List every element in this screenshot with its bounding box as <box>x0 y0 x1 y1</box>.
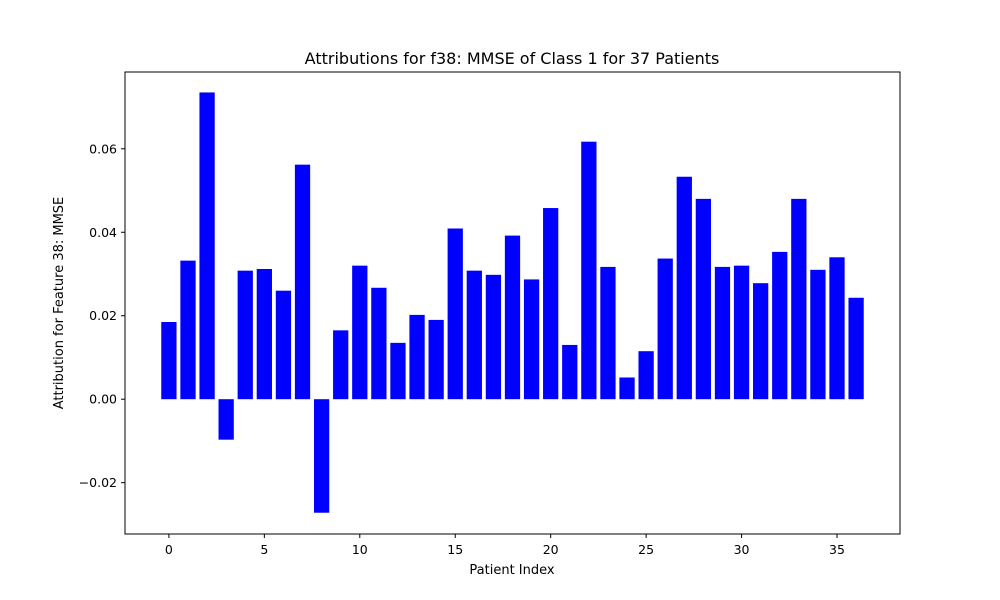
bar-patient-29 <box>714 266 731 400</box>
bar-patient-21 <box>562 344 578 400</box>
y-tick-label: 0.00 <box>89 392 117 407</box>
plot-frame <box>124 71 901 535</box>
bar-patient-1 <box>180 260 196 400</box>
y-tick-label: 0.06 <box>89 141 117 156</box>
y-tick-label: 0.02 <box>89 308 117 323</box>
x-tick-label: 20 <box>543 542 559 557</box>
bar-patient-24 <box>619 377 635 400</box>
y-tick-label: 0.04 <box>89 225 117 240</box>
x-axis-ticks: 0 5 10 15 20 25 30 35 <box>165 534 845 557</box>
y-axis-label: Attribution for Feature 38: MMSE <box>52 197 67 410</box>
bar-patient-32 <box>772 251 788 400</box>
bar-patient-31 <box>753 283 769 400</box>
bar-patient-33 <box>791 198 807 400</box>
bar-patient-13 <box>409 314 425 400</box>
bar-patient-15 <box>447 228 463 400</box>
bar-patient-3 <box>218 399 234 440</box>
bar-patient-6 <box>275 290 292 400</box>
bar-patient-10 <box>352 265 368 400</box>
bar-patient-28 <box>695 198 712 400</box>
x-axis-label: Patient Index <box>469 563 554 578</box>
bars-group <box>161 92 864 513</box>
bar-patient-12 <box>390 342 406 400</box>
bar-patient-23 <box>600 266 616 400</box>
bar-patient-26 <box>657 258 673 400</box>
bar-patient-35 <box>829 257 845 400</box>
x-tick-label: 0 <box>165 542 173 557</box>
bar-patient-9 <box>333 330 349 400</box>
bar-patient-11 <box>371 287 387 400</box>
bar-patient-19 <box>523 279 540 400</box>
x-tick-label: 10 <box>352 542 368 557</box>
bar-patient-4 <box>237 270 253 400</box>
bar-patient-8 <box>313 399 330 513</box>
bar-patient-7 <box>294 164 311 400</box>
bar-patient-0 <box>161 321 177 400</box>
chart-title: Attributions for f38: MMSE of Class 1 fo… <box>305 49 720 68</box>
bar-patient-25 <box>638 351 654 400</box>
bar-patient-30 <box>733 265 750 400</box>
bar-patient-17 <box>485 274 502 400</box>
x-tick-label: 30 <box>734 542 750 557</box>
y-tick-label: −0.02 <box>79 475 117 490</box>
bar-patient-20 <box>543 208 559 400</box>
bar-patient-14 <box>428 319 444 400</box>
bar-patient-22 <box>581 141 597 400</box>
x-tick-label: 25 <box>638 542 654 557</box>
x-tick-label: 35 <box>829 542 845 557</box>
x-tick-label: 5 <box>260 542 268 557</box>
bar-patient-36 <box>848 297 864 400</box>
y-axis-ticks: −0.02 0.00 0.02 0.04 0.06 <box>79 141 125 490</box>
bar-patient-16 <box>466 270 482 400</box>
bar-patient-2 <box>199 92 215 400</box>
bar-patient-34 <box>810 269 826 400</box>
bar-patient-18 <box>504 235 521 400</box>
bar-patient-5 <box>256 268 272 400</box>
bar-patient-27 <box>676 176 692 400</box>
x-tick-label: 15 <box>447 542 463 557</box>
